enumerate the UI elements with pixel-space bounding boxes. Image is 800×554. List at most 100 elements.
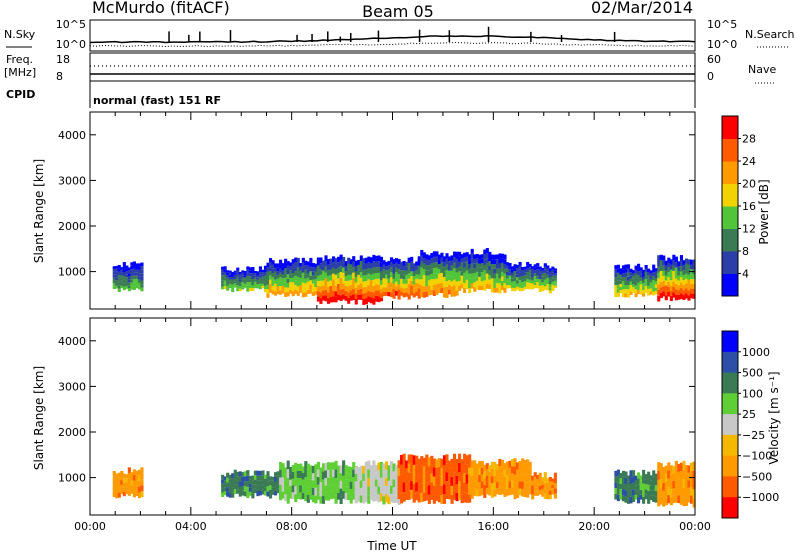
velocity-echo-cell: [122, 491, 126, 497]
power-echo-cell: [367, 290, 371, 297]
power-echo-cell: [458, 251, 462, 257]
velocity-echo-cell: [349, 481, 353, 489]
power-echo-cell: [369, 280, 373, 287]
velocity-echo-cell: [246, 470, 250, 476]
power-echo-cell: [241, 284, 245, 288]
velocity-echo-cell: [127, 484, 131, 491]
power-echo-cell: [485, 273, 489, 279]
power-echo-cell: [533, 285, 537, 289]
velocity-echo-cell: [453, 453, 457, 463]
power-echo-cell: [508, 285, 512, 289]
power-echo-cell: [629, 275, 633, 279]
velocity-echo-cell: [662, 474, 666, 483]
power-echo-cell: [470, 253, 474, 259]
power-echo-cell: [510, 269, 515, 273]
power-echo-cell: [228, 270, 232, 273]
power-echo-cell: [463, 272, 467, 278]
velocity-echo-cell: [415, 473, 419, 483]
power-echo-cell: [536, 272, 540, 276]
velocity-echo-cell: [442, 474, 447, 485]
velocity-echo-cell: [284, 487, 288, 495]
power-echo-cell: [465, 256, 469, 262]
power-echo-cell: [458, 256, 462, 262]
power-echo-cell: [458, 271, 462, 277]
power-echo-cell: [271, 281, 275, 286]
power-echo-cell: [493, 273, 497, 279]
velocity-echo-cell: [359, 465, 363, 474]
x-tick-label: 12:00: [377, 520, 409, 533]
velocity-echo-cell: [261, 489, 265, 495]
power-echo-cell: [304, 283, 308, 288]
power-echo-cell: [334, 258, 338, 264]
velocity-echo-cell: [551, 478, 555, 482]
power-echo-cell: [541, 267, 545, 271]
power-echo-cell: [130, 286, 134, 290]
power-echo-cell: [344, 271, 348, 276]
power-echo-cell: [284, 292, 288, 297]
velocity-echo-cell: [140, 473, 144, 480]
power-echo-cell: [500, 253, 505, 259]
velocity-echo-cell: [516, 483, 520, 491]
power-echo-cell: [261, 283, 265, 286]
power-echo-cell: [475, 271, 479, 277]
velocity-echo-cell: [669, 489, 673, 498]
power-echo-cell: [508, 272, 512, 276]
velocity-echo-cell: [647, 484, 651, 491]
power-echo-cell: [490, 254, 494, 260]
velocity-echo-cell: [631, 476, 636, 483]
power-echo-cell: [261, 274, 265, 277]
power-echo-cell: [687, 274, 691, 280]
velocity-echo-cell: [490, 490, 494, 498]
power-echo-cell: [281, 282, 285, 286]
velocity-echo-cell: [324, 462, 328, 471]
power-echo-cell: [238, 276, 242, 280]
velocity-echo-cell: [458, 472, 462, 482]
power-echo-cell: [342, 267, 346, 273]
power-echo-cell: [430, 289, 434, 295]
velocity-echo-cell: [619, 478, 623, 484]
power-echo-cell: [384, 266, 389, 271]
velocity-echo-cell: [125, 474, 129, 479]
velocity-echo-cell: [309, 479, 313, 487]
velocity-echo-cell: [223, 487, 227, 492]
velocity-echo-cell: [453, 462, 457, 473]
velocity-echo-cell: [677, 495, 681, 504]
power-echo-cell: [667, 281, 671, 287]
power-echo-cell: [662, 255, 666, 261]
power-echo-cell: [359, 294, 363, 300]
power-echo-cell: [120, 282, 124, 286]
power-echo-cell: [478, 259, 482, 264]
power-echo-cell: [543, 276, 547, 280]
power-echo-cell: [347, 257, 351, 264]
power-echo-cell: [437, 288, 441, 293]
power-echo-cell: [276, 282, 280, 287]
velocity-echo-cell: [437, 475, 441, 485]
noise-search-label: N.Search: [745, 28, 795, 41]
power-echo-cell: [415, 265, 419, 271]
power-echo-cell: [395, 286, 399, 291]
power-echo-cell: [442, 271, 447, 277]
power-echo-cell: [387, 269, 391, 275]
power-echo-cell: [402, 274, 406, 280]
velocity-echo-cell: [243, 486, 247, 492]
power-echo-cell: [354, 282, 358, 289]
velocity-echo-cell: [233, 469, 237, 475]
power-echo-cell: [518, 265, 522, 270]
velocity-echo-cell: [359, 473, 363, 481]
velocity-echo-cell: [402, 463, 406, 473]
power-echo-cell: [647, 292, 651, 296]
velocity-echo-cell: [447, 476, 452, 484]
power-echo-cell: [629, 278, 633, 282]
power-echo-cell: [412, 293, 416, 298]
power-echo-cell: [263, 279, 268, 283]
power-echo-cell: [349, 285, 353, 291]
power-echo-cell: [432, 268, 436, 274]
velocity-echo-cell: [311, 480, 315, 488]
power-echo-cell: [339, 272, 343, 278]
power-echo-cell: [664, 280, 668, 286]
velocity-echo-cell: [468, 467, 472, 475]
power-echo-cell: [301, 272, 305, 278]
power-echo-cell: [314, 271, 318, 276]
power-echo-cell: [430, 284, 434, 290]
